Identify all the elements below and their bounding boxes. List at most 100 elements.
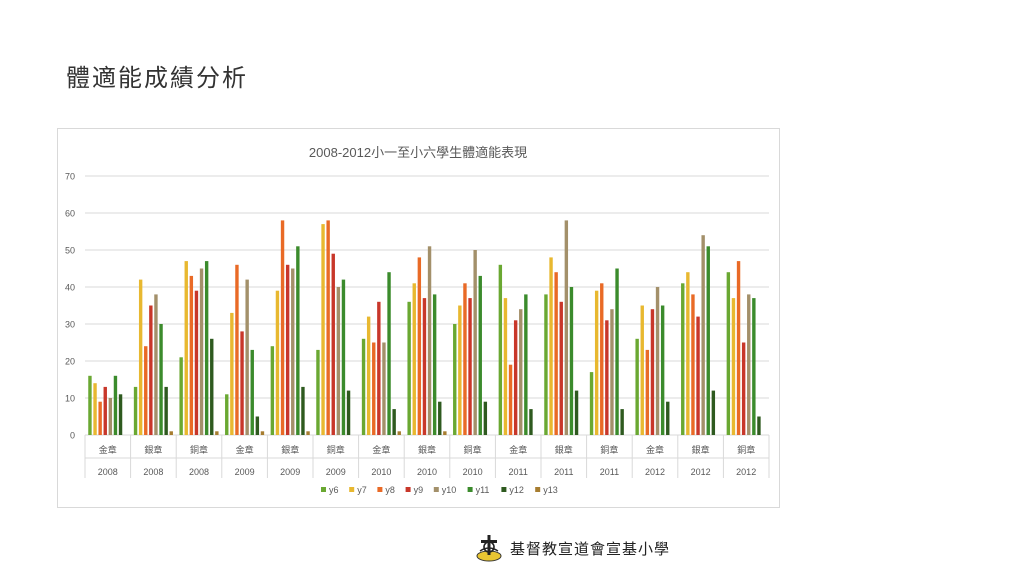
bar-y12 [392, 409, 396, 435]
bar-y8 [463, 283, 467, 435]
bar-y6 [361, 338, 366, 435]
bar-y7 [503, 298, 508, 435]
bar-y9 [194, 290, 199, 435]
x-tick-label-year: 2010 [417, 467, 437, 477]
bar-y8 [508, 364, 513, 435]
bar-y12 [574, 390, 579, 435]
chart-title: 2008-2012小一至小六學生體適能表現 [309, 145, 527, 160]
bar-y7 [549, 257, 553, 435]
bar-y13 [260, 431, 265, 435]
bar-y6 [225, 394, 229, 435]
y-tick-label: 50 [65, 246, 75, 256]
legend-label-y11: y11 [476, 485, 490, 495]
x-tick-label-year: 2009 [235, 467, 255, 477]
bar-y12 [346, 390, 351, 435]
y-tick-label: 30 [65, 320, 75, 330]
legend-label-y13: y13 [543, 485, 558, 495]
bar-y9 [103, 386, 107, 435]
bar-y11 [524, 294, 528, 435]
legend-label-y6: y6 [329, 485, 339, 495]
bar-y6 [88, 375, 92, 435]
school-footer: 基督教宣道會宣基小學 [474, 533, 670, 563]
school-name: 基督教宣道會宣基小學 [510, 539, 671, 558]
bar-y10 [747, 294, 751, 435]
bar-y9 [468, 298, 472, 435]
y-tick-label: 0 [70, 431, 75, 441]
bar-y10 [655, 287, 660, 435]
bar-y9 [240, 331, 244, 435]
bar-y6 [179, 357, 183, 435]
legend-swatch-y12 [501, 487, 507, 492]
slide-title: 體適能成績分析 [66, 64, 248, 92]
bar-y12 [757, 416, 761, 435]
bar-y12 [666, 401, 670, 435]
bar-y13 [306, 431, 310, 435]
bar-y6 [133, 386, 138, 435]
legend-swatch-y7 [349, 487, 355, 492]
bar-y9 [650, 309, 655, 435]
school-crest-icon [476, 535, 502, 562]
bar-y9 [696, 316, 700, 435]
bar-y7 [184, 261, 188, 435]
bar-y7 [230, 312, 234, 435]
bar-y7 [686, 272, 690, 435]
x-tick-label-year: 2010 [463, 467, 483, 477]
bar-y9 [605, 320, 609, 435]
bar-y8 [189, 275, 194, 435]
bar-y13 [215, 431, 219, 435]
y-tick-label: 40 [65, 283, 75, 293]
bar-y7 [321, 224, 325, 435]
bar-y10 [245, 279, 249, 435]
bar-y10 [291, 268, 295, 435]
y-tick-label: 20 [65, 357, 75, 367]
bar-y11 [752, 298, 756, 435]
bar-y11 [250, 349, 254, 435]
bar-y13 [443, 431, 447, 435]
bar-y8 [372, 342, 376, 435]
bar-y8 [645, 349, 650, 435]
bar-y6 [544, 294, 548, 435]
bar-y6 [681, 283, 685, 435]
bar-y12 [529, 409, 533, 435]
x-tick-label-award: 銀章 [418, 444, 436, 455]
bar-y9 [741, 342, 746, 435]
bar-y10 [701, 235, 705, 435]
x-tick-label-award: 銀章 [144, 444, 162, 455]
bar-y8 [235, 264, 239, 435]
legend-swatch-y10 [433, 487, 439, 492]
x-tick-label-year: 2012 [645, 467, 665, 477]
x-tick-label-award: 銅章 [327, 444, 345, 455]
x-tick-label-award: 金章 [99, 444, 117, 455]
bar-y7 [412, 283, 416, 435]
x-tick-label-award: 銅章 [464, 444, 482, 455]
bar-y7 [93, 383, 97, 435]
x-tick-label-year: 2009 [280, 467, 300, 477]
bar-y10 [519, 309, 523, 435]
bar-y11 [159, 324, 163, 435]
bar-y10 [427, 246, 432, 435]
bar-y6 [589, 372, 594, 435]
x-tick-label-award: 銅章 [600, 444, 618, 455]
bar-y8 [98, 401, 102, 435]
bar-y12 [483, 401, 488, 435]
x-tick-label-award: 銀章 [281, 444, 299, 455]
x-tick-label-award: 金章 [372, 444, 390, 455]
bar-y12 [438, 401, 442, 435]
bar-y10 [564, 220, 569, 435]
legend-swatch-y6 [321, 487, 326, 492]
bar-y8 [691, 294, 695, 435]
x-tick-label-year: 2009 [326, 467, 346, 477]
bar-y8 [326, 220, 330, 435]
x-tick-label-year: 2008 [98, 467, 118, 477]
legend-label-y8: y8 [385, 485, 395, 495]
bar-y12 [210, 338, 214, 435]
bar-y11 [478, 275, 482, 435]
y-tick-label: 70 [65, 172, 75, 182]
y-tick-label: 60 [65, 209, 75, 219]
bar-y6 [726, 272, 731, 435]
bar-y10 [610, 309, 614, 435]
x-tick-label-award: 銅章 [190, 444, 208, 455]
x-tick-label-year: 2011 [509, 467, 528, 477]
bar-y8 [144, 346, 148, 435]
bar-y7 [594, 290, 599, 435]
